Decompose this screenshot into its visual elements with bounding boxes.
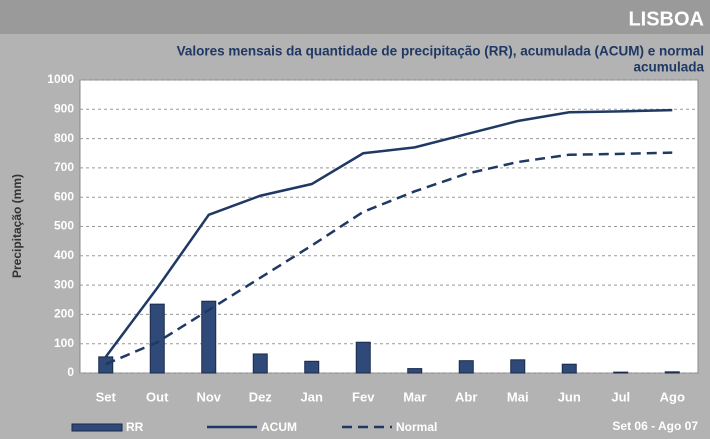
x-tick-label: Nov: [196, 389, 221, 404]
bar: [407, 368, 423, 374]
y-tick-label: 1000: [47, 72, 74, 86]
x-tick-label: Jun: [558, 389, 581, 404]
x-tick-label: Ago: [660, 389, 685, 404]
y-tick-label: 0: [67, 365, 74, 379]
chart-title: acumulada: [633, 60, 704, 75]
y-tick-label: 400: [54, 248, 74, 262]
header: LISBOA: [628, 8, 704, 30]
bar: [510, 359, 526, 374]
legend-label: ACUM: [261, 420, 297, 434]
bar: [664, 371, 680, 374]
bar: [613, 371, 629, 374]
y-tick-label: 600: [54, 189, 74, 203]
y-tick-label: 300: [54, 277, 74, 291]
y-tick-label: 900: [54, 101, 74, 115]
legend-label: Normal: [396, 420, 437, 434]
x-tick-label: Fev: [352, 389, 375, 404]
x-tick-label: Mai: [507, 389, 529, 404]
bar: [561, 363, 577, 374]
y-tick-label: 200: [54, 307, 74, 321]
bar: [304, 360, 320, 374]
y-axis-label: Precipitação (mm): [10, 174, 24, 278]
y-tick-label: 500: [54, 219, 74, 233]
x-tick-label: Mar: [403, 389, 426, 404]
header-band: [0, 0, 710, 34]
x-tick-label: Set: [96, 389, 117, 404]
legend-label: RR: [126, 420, 144, 434]
bar: [458, 360, 474, 374]
y-tick-label: 700: [54, 160, 74, 174]
x-tick-label: Out: [146, 389, 169, 404]
bar: [201, 300, 217, 374]
legend-swatch: [71, 423, 123, 432]
x-tick-label: Jul: [611, 389, 630, 404]
period: Set 06 - Ago 07: [612, 419, 698, 433]
line: [105, 151, 673, 366]
x-tick-label: Abr: [455, 389, 477, 404]
y-tick-label: 100: [54, 336, 74, 350]
bar: [98, 356, 114, 374]
y-tick-label: 800: [54, 131, 74, 145]
line: [104, 108, 673, 358]
x-tick-label: Dez: [249, 389, 273, 404]
bar: [252, 353, 268, 374]
bar: [355, 341, 371, 374]
bar: [149, 303, 165, 374]
x-tick-label: Jan: [301, 389, 323, 404]
chart-title: Valores mensais da quantidade de precipi…: [177, 44, 704, 59]
